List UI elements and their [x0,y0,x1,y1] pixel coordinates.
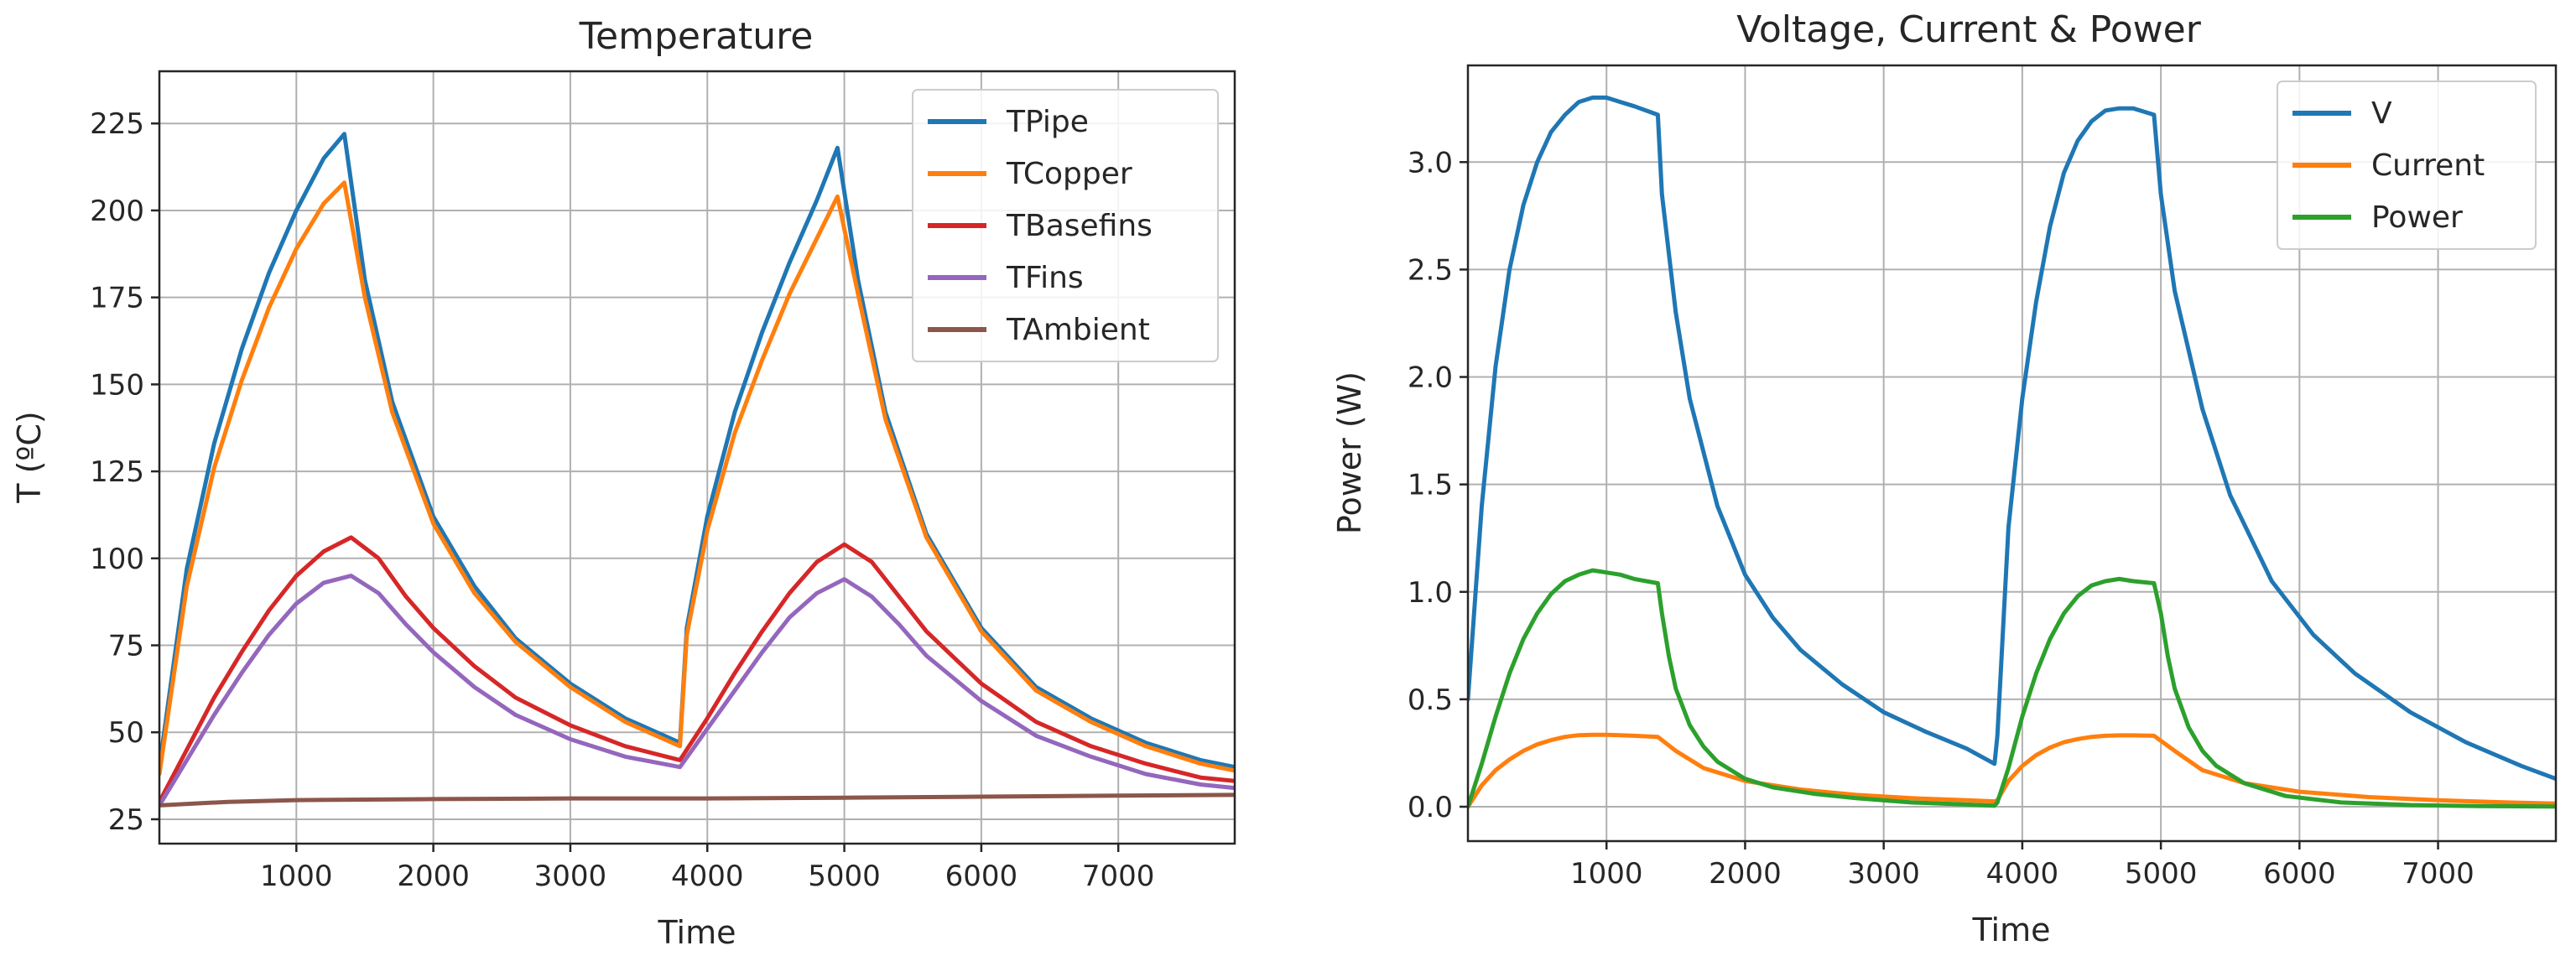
ticks: 1000 2000 3000 4000 5000 6000 7000 25 50 75 100 125… [90,107,1154,893]
x-tick-label: 5000 [2125,857,2198,891]
y-tick-label: 100 [90,543,144,576]
ticks: 1000 2000 3000 4000 5000 6000 7000 0.0 0.5 1.0 1.5… [1408,146,2475,891]
y-tick-label: 175 [90,282,144,315]
y-tick-label: 75 [108,630,144,663]
x-tick-label: 3000 [1847,857,1920,891]
series-lines [159,132,1235,808]
voltage-current-power-chart: Voltage, Current & Power 1000 2000 3000 400… [1331,8,2558,948]
x-tick-label: 1000 [260,860,333,893]
y-tick-label: 225 [90,107,144,141]
legend-label-tpipe: TPipe [1006,105,1089,139]
x-tick-label: 2000 [1709,857,1782,891]
x-tick-label: 4000 [1986,857,2059,891]
series-line-tambient [159,792,1235,808]
x-tick-label: 1000 [1570,857,1643,891]
y-axis-label: T (ºC) [11,411,48,503]
x-tick-label: 4000 [671,860,744,893]
plot-frame [1466,64,2558,843]
x-tick-label: 5000 [808,860,881,893]
y-tick-label: 50 [108,716,144,750]
x-tick-label: 2000 [397,860,470,893]
series-lines [1468,95,2556,809]
series-line-tfins [159,574,1235,808]
y-tick-label: 3.0 [1408,146,1453,179]
legend-box [912,89,1219,362]
y-tick-label: 125 [90,455,144,489]
x-tick-label: 3000 [534,860,607,893]
chart-title: Temperature [579,15,814,58]
series-line-power [1468,568,2556,809]
legend-label-tbasefins: TBasefins [1006,209,1153,243]
legend-label-power: Power [2371,200,2463,235]
x-tick-label: 6000 [945,860,1018,893]
y-tick-label: 0.5 [1408,683,1453,717]
legend-label-tfins: TFins [1006,261,1084,295]
x-tick-label: 7000 [2402,857,2475,891]
legend-label-tambient: TAmbient [1006,313,1150,347]
y-tick-label: 200 [90,195,144,228]
y-tick-label: 1.5 [1408,469,1453,502]
legend: TPipe TCopper TBasefins TFins TAmbient [912,89,1219,362]
y-tick-label: 1.0 [1408,576,1453,610]
x-tick-label: 6000 [2263,857,2336,891]
x-tick-label: 7000 [1082,860,1155,893]
temperature-chart: Temperature 1000 2000 3000 4000 5000 6000 7000… [11,15,1236,951]
legend-label-current: Current [2371,148,2485,183]
y-tick-label: 2.0 [1408,361,1453,395]
plot-frame [158,70,1236,845]
legend: V Current Power [2277,81,2537,250]
legend-label-v: V [2371,96,2392,131]
series-line-current [1468,732,2556,809]
y-tick-label: 2.5 [1408,253,1453,287]
x-axis-label: Time [658,914,736,951]
legend-label-tcopper: TCopper [1006,157,1132,191]
x-axis-label: Time [1972,912,2051,948]
y-tick-label: 0.0 [1408,791,1453,824]
y-tick-label: 25 [108,803,144,837]
chart-title: Voltage, Current & Power [1736,8,2201,51]
series-line-v [1468,95,2556,782]
y-tick-label: 150 [90,368,144,402]
series-line-tcopper [159,180,1235,777]
legend-box [2277,81,2537,250]
y-axis-label: Power (W) [1331,371,1368,534]
series-line-tbasefins [159,535,1235,804]
